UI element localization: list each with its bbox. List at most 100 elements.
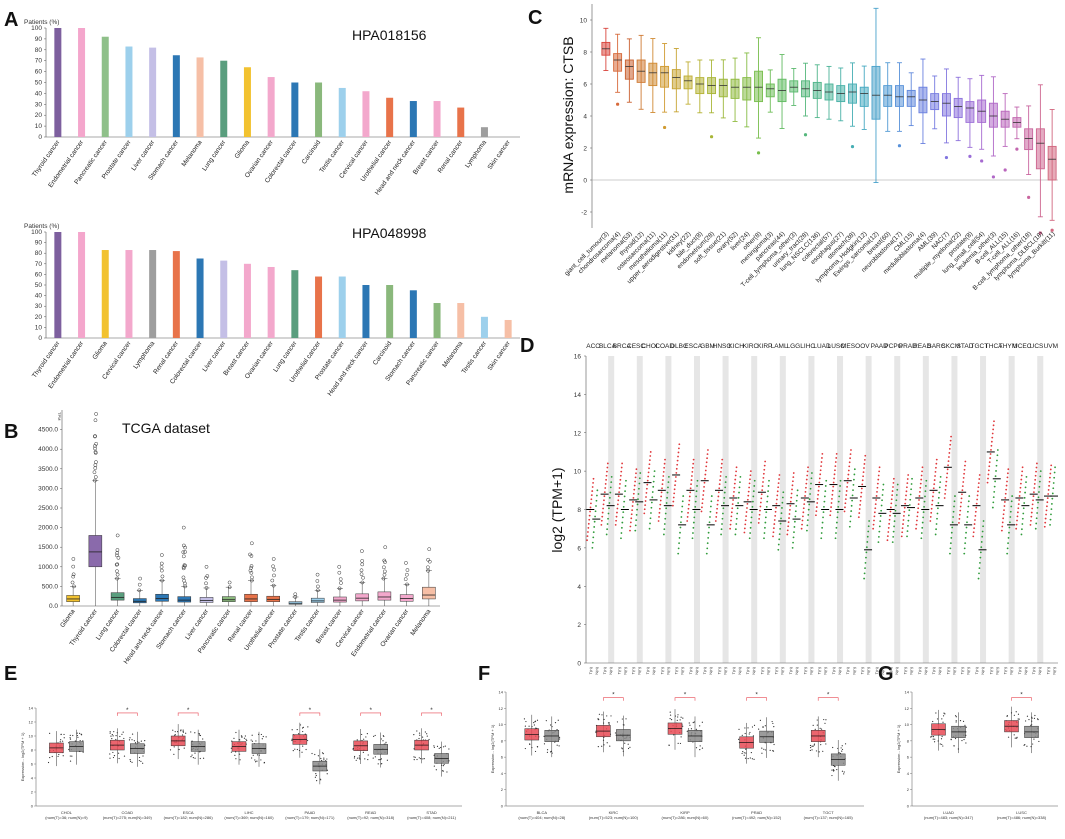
normal-point bbox=[907, 514, 910, 517]
normal-point bbox=[720, 528, 723, 531]
sample-point bbox=[326, 769, 329, 771]
sample-point bbox=[1033, 717, 1036, 719]
significance-star: * bbox=[126, 707, 129, 714]
tumor-point bbox=[661, 479, 664, 481]
sample-point bbox=[133, 740, 135, 742]
tumor-point bbox=[963, 472, 966, 475]
normal-point bbox=[592, 531, 595, 534]
outlier bbox=[426, 557, 430, 562]
tumor-point bbox=[1046, 497, 1049, 500]
box bbox=[718, 78, 728, 98]
tumor-point bbox=[616, 511, 618, 514]
sample-point bbox=[752, 735, 754, 737]
normal-point bbox=[1010, 500, 1013, 503]
y-tick-label: 2 bbox=[501, 787, 504, 792]
tumor-point bbox=[964, 464, 966, 467]
normal-point bbox=[907, 524, 909, 527]
tumor-point bbox=[831, 493, 834, 496]
normal-point bbox=[1035, 522, 1038, 525]
outlier bbox=[114, 562, 119, 567]
normal-point bbox=[964, 542, 967, 545]
normal-point bbox=[607, 512, 610, 515]
sample-point bbox=[551, 752, 553, 754]
tumor-point bbox=[729, 527, 732, 530]
tumor-point bbox=[687, 507, 690, 510]
tumor-point bbox=[659, 499, 662, 502]
tumor-point bbox=[947, 460, 950, 463]
sample-point bbox=[932, 738, 934, 740]
category-label: LIHC bbox=[244, 810, 253, 815]
tumor-point bbox=[974, 519, 976, 521]
normal-point bbox=[935, 528, 937, 531]
sample-point bbox=[811, 749, 813, 751]
sample-size-label: (num(T)=523; num(N)=100) bbox=[589, 815, 639, 820]
sample-point bbox=[1031, 724, 1033, 726]
sample-point bbox=[602, 722, 605, 724]
sample-point bbox=[680, 736, 682, 738]
bar bbox=[149, 250, 157, 338]
sample-point bbox=[933, 741, 936, 743]
tumor-point bbox=[1030, 511, 1033, 514]
sample-point bbox=[80, 734, 83, 736]
sample-point bbox=[414, 756, 416, 758]
tumor-point bbox=[616, 507, 619, 510]
sample-point bbox=[957, 748, 959, 750]
tumor-point bbox=[1047, 493, 1050, 495]
sample-point bbox=[597, 718, 599, 720]
tumor-point bbox=[934, 475, 936, 477]
y-tick-label: 4000.0 bbox=[38, 446, 58, 453]
outlier bbox=[360, 559, 365, 563]
normal-point bbox=[738, 491, 740, 494]
sample-point bbox=[820, 744, 822, 746]
normal-point bbox=[1011, 495, 1014, 497]
tumor-point bbox=[958, 522, 960, 524]
x-tick-label: T(n) bbox=[988, 666, 993, 674]
sample-point bbox=[361, 733, 363, 736]
normal-point bbox=[1039, 475, 1042, 478]
sample-point bbox=[245, 738, 247, 740]
tumor-point bbox=[1000, 529, 1003, 532]
tumor-point bbox=[961, 489, 964, 492]
y-tick-label: 3500.0 bbox=[38, 466, 58, 473]
sample-point bbox=[421, 736, 424, 738]
sample-point bbox=[317, 755, 319, 757]
tumor-point bbox=[645, 496, 647, 498]
sample-point bbox=[743, 754, 745, 756]
y-tick-label: 90 bbox=[35, 36, 43, 43]
sample-point bbox=[356, 757, 359, 759]
normal-point bbox=[921, 521, 924, 524]
normal-point bbox=[753, 485, 756, 487]
sample-point bbox=[558, 745, 560, 747]
tumor-point bbox=[629, 525, 632, 528]
normal-point bbox=[865, 556, 867, 559]
normal-point bbox=[838, 490, 841, 493]
sample-point bbox=[113, 731, 115, 733]
tumor-point bbox=[818, 477, 821, 480]
box bbox=[730, 78, 740, 99]
tumor-point bbox=[1032, 491, 1035, 494]
sample-point bbox=[235, 758, 237, 760]
normal-point bbox=[694, 505, 697, 508]
normal-point bbox=[950, 537, 953, 539]
normal-point bbox=[781, 507, 783, 509]
y-tick-label: 90 bbox=[35, 240, 43, 247]
sample-point bbox=[362, 751, 364, 753]
sample-point bbox=[762, 726, 764, 728]
outlier bbox=[850, 145, 855, 149]
sample-size-label: (num(T)=137; num(N)=165) bbox=[804, 815, 854, 820]
tumor-point bbox=[777, 482, 780, 485]
box bbox=[1024, 128, 1034, 151]
tumor-point bbox=[1047, 489, 1050, 491]
tumor-point bbox=[892, 477, 895, 480]
y-tick-label: 2500.0 bbox=[38, 505, 58, 512]
sample-point bbox=[941, 718, 943, 720]
tumor-point bbox=[863, 467, 865, 469]
tumor-point bbox=[733, 482, 736, 485]
normal-point bbox=[938, 491, 941, 494]
sample-point bbox=[420, 758, 422, 760]
normal-point bbox=[634, 529, 637, 532]
tumor-point bbox=[1021, 466, 1024, 469]
outlier bbox=[383, 569, 387, 574]
normal-point bbox=[705, 552, 708, 555]
normal-point bbox=[979, 551, 982, 554]
